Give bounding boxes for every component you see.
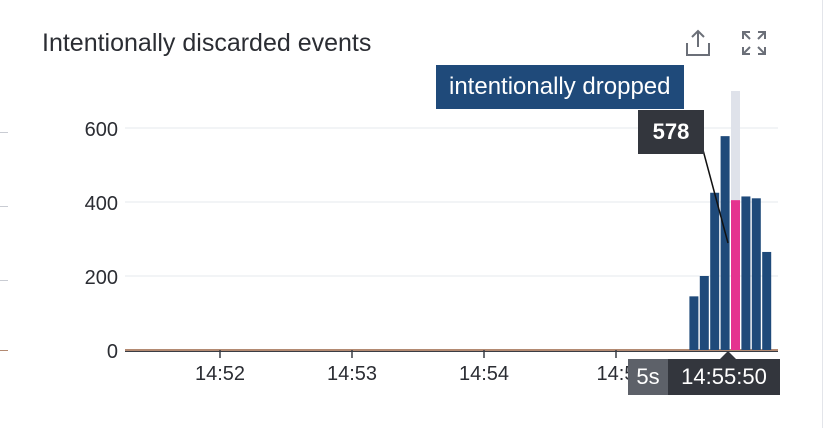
bar	[762, 251, 772, 350]
time-badge-caret	[720, 351, 736, 359]
x-tick-label: 14:5	[597, 363, 636, 385]
x-tick-label: 14:54	[459, 363, 509, 385]
highlighted-bar	[731, 200, 740, 350]
hover-time-badge: 14:55:50	[668, 359, 780, 395]
edge-baseline	[0, 350, 8, 351]
edge-gridline	[0, 280, 8, 281]
tooltip-value: 578	[638, 110, 704, 154]
bar	[741, 196, 751, 350]
tooltip-leader-line	[702, 149, 729, 244]
bar	[710, 192, 720, 350]
y-tick-label: 600	[85, 119, 118, 141]
x-tick-label: 14:52	[195, 363, 245, 385]
edge-gridline	[0, 132, 8, 133]
export-icon[interactable]	[682, 27, 714, 59]
tooltip-series-label: intentionally dropped	[436, 65, 684, 109]
bar	[720, 136, 730, 350]
bar	[689, 296, 699, 350]
y-tick-label: 200	[85, 267, 118, 289]
interval-badge: 5s	[628, 359, 668, 395]
y-tick-label: 0	[107, 341, 118, 363]
bar	[751, 198, 761, 350]
expand-icon[interactable]	[738, 27, 770, 59]
panel-divider	[822, 0, 823, 428]
y-tick-label: 400	[85, 193, 118, 215]
widget-title: Intentionally discarded events	[42, 29, 372, 57]
highlight-stack-bar	[731, 91, 740, 201]
edge-gridline	[0, 206, 8, 207]
x-tick-label: 14:53	[327, 363, 377, 385]
bar	[699, 276, 709, 350]
